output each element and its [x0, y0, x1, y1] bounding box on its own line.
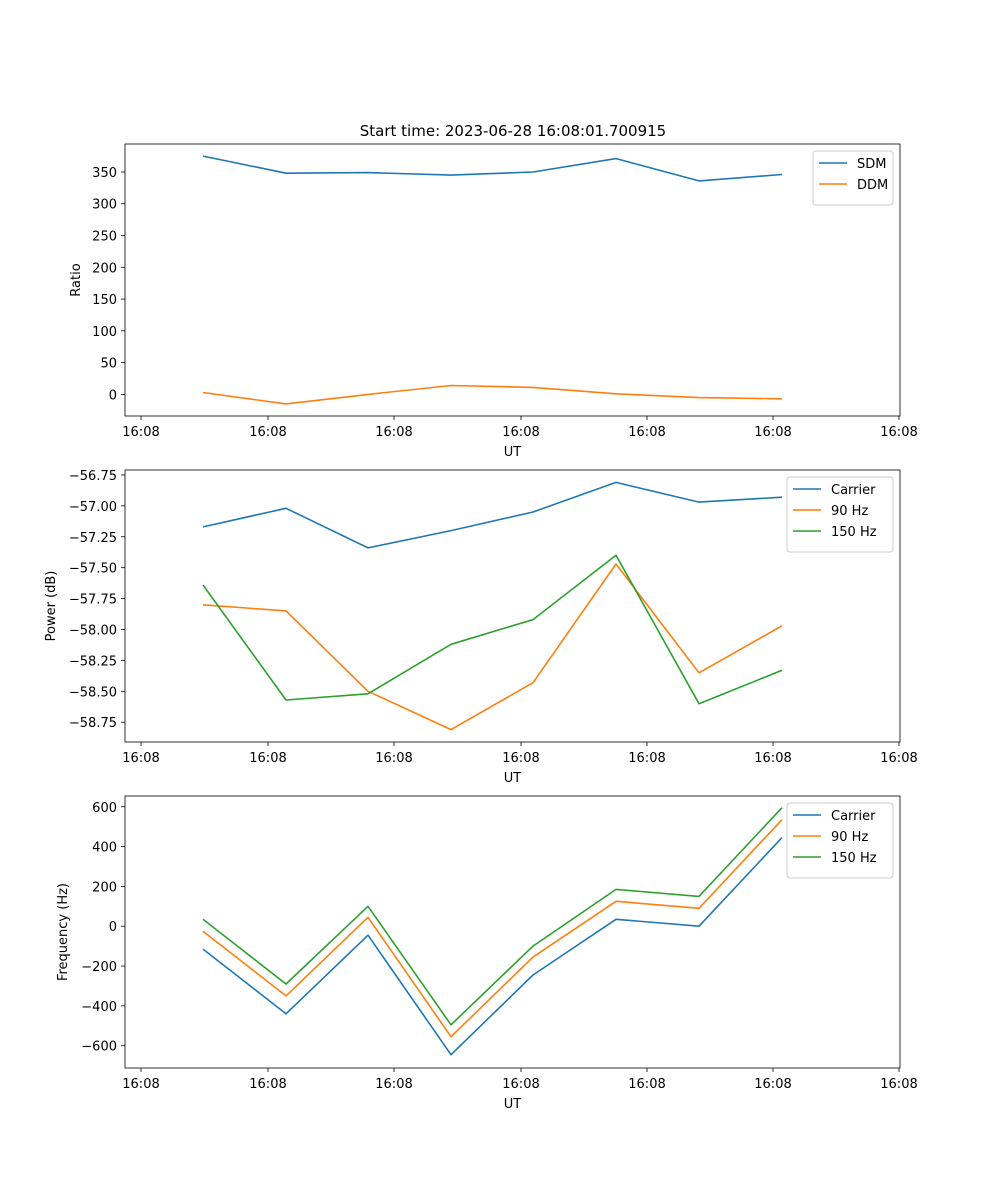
y-tick-label: −57.00 — [69, 500, 117, 515]
y-axis-label: Frequency (Hz) — [56, 883, 71, 981]
series-line-2 — [202, 819, 783, 1038]
y-tick-label: 0 — [109, 920, 117, 935]
axes-frame — [124, 143, 901, 417]
series-line-3 — [202, 554, 783, 705]
legend-label: SDM — [857, 157, 886, 172]
y-tick-label: 400 — [92, 841, 117, 856]
series-line-1 — [202, 481, 783, 549]
x-tick-label: 16:08 — [880, 425, 917, 440]
y-tick-label: −58.25 — [69, 654, 117, 669]
legend-box — [786, 476, 894, 553]
series-line-1 — [202, 155, 783, 182]
y-tick-label: 250 — [92, 230, 117, 245]
y-tick-label: −57.25 — [69, 531, 117, 546]
panel-2: 16:08 16:08 16:08 16:08 16:08 16:08 16:08 UT −56… — [44, 469, 918, 786]
y-tick-label: −57.50 — [69, 562, 117, 577]
y-tick-label: 50 — [100, 357, 117, 372]
x-tick-label: 16:08 — [122, 751, 159, 766]
panel-3: 16:08 16:08 16:08 16:08 16:08 16:08 16:08 UT 600… — [56, 795, 918, 1112]
x-tick-label: 16:08 — [628, 1077, 665, 1092]
series-line-2 — [202, 384, 783, 405]
y-tick-label: 0 — [109, 388, 117, 403]
legend-label: Carrier — [831, 809, 876, 824]
y-tick-label: −200 — [81, 960, 117, 975]
legend-label: 90 Hz — [831, 504, 868, 519]
legend-label: DDM — [857, 178, 888, 193]
legend-label: 90 Hz — [831, 830, 868, 845]
legend-box — [786, 802, 894, 879]
y-tick-label: 200 — [92, 261, 117, 276]
x-tick-label: 16:08 — [754, 751, 791, 766]
y-tick-label: 200 — [92, 880, 117, 895]
x-tick-label: 16:08 — [375, 425, 412, 440]
y-tick-label: −400 — [81, 1000, 117, 1015]
x-tick-label: 16:08 — [375, 1077, 412, 1092]
y-axis-label: Power (dB) — [44, 571, 59, 642]
legend-label: 150 Hz — [831, 525, 877, 540]
x-tick-label: 16:08 — [122, 1077, 159, 1092]
panel-1: 16:08 16:08 16:08 16:08 16:08 16:08 16:08 UT 0 50… — [69, 143, 918, 460]
legend-label: 150 Hz — [831, 851, 877, 866]
x-tick-label: 16:08 — [628, 751, 665, 766]
y-tick-label: −57.75 — [69, 593, 117, 608]
y-tick-label: −58.00 — [69, 623, 117, 638]
y-tick-label: −58.75 — [69, 716, 117, 731]
y-axis-label: Ratio — [69, 263, 84, 296]
x-tick-label: 16:08 — [880, 1077, 917, 1092]
series-line-1 — [202, 837, 783, 1056]
x-tick-label: 16:08 — [628, 425, 665, 440]
x-tick-label: 16:08 — [249, 751, 286, 766]
x-tick-label: 16:08 — [122, 425, 159, 440]
x-tick-label: 16:08 — [502, 1077, 539, 1092]
y-tick-label: 600 — [92, 801, 117, 816]
axes-frame — [124, 469, 901, 743]
x-tick-label: 16:08 — [249, 425, 286, 440]
figure-title: Start time: 2023-06-28 16:08:01.700915 — [360, 122, 666, 140]
x-tick-label: 16:08 — [502, 425, 539, 440]
y-tick-label: −56.75 — [69, 469, 117, 484]
y-tick-label: −58.50 — [69, 685, 117, 700]
x-tick-label: 16:08 — [249, 1077, 286, 1092]
y-tick-label: 150 — [92, 293, 117, 308]
x-tick-label: 16:08 — [880, 751, 917, 766]
legend-box — [812, 150, 894, 206]
legend: Carrier 90 Hz 150 Hz — [786, 802, 894, 879]
legend-label: Carrier — [831, 483, 876, 498]
axes-frame — [124, 795, 901, 1069]
legend: SDM DDM — [812, 150, 894, 206]
x-tick-label: 16:08 — [754, 1077, 791, 1092]
series-line-2 — [202, 563, 783, 731]
y-tick-label: 300 — [92, 198, 117, 213]
series-line-3 — [202, 807, 783, 1026]
legend: Carrier 90 Hz 150 Hz — [786, 476, 894, 553]
y-tick-label: 350 — [92, 166, 117, 181]
y-tick-label: 100 — [92, 325, 117, 340]
x-axis-label: UT — [504, 771, 522, 786]
y-tick-label: −600 — [81, 1040, 117, 1055]
x-axis-label: UT — [504, 1097, 522, 1112]
x-tick-label: 16:08 — [375, 751, 412, 766]
x-tick-label: 16:08 — [502, 751, 539, 766]
x-axis-label: UT — [504, 445, 522, 460]
x-tick-label: 16:08 — [754, 425, 791, 440]
